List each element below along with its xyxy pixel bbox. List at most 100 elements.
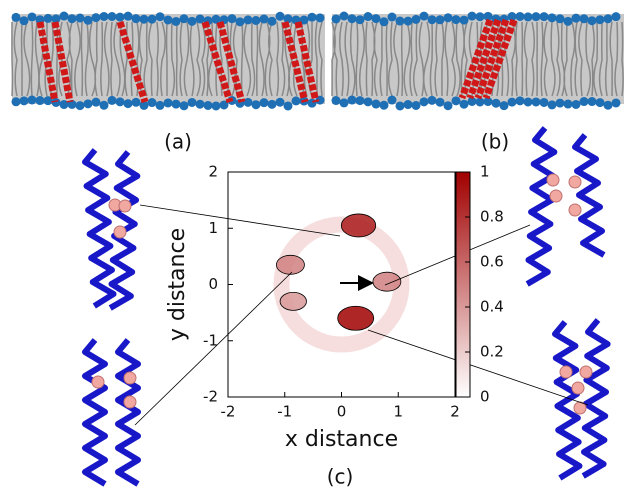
bead (114, 226, 126, 238)
head-group (36, 96, 45, 105)
head-group (412, 101, 421, 110)
head-group (124, 12, 133, 21)
head-group (572, 14, 581, 23)
head-group (260, 15, 269, 24)
head-group (348, 96, 357, 105)
head-group (532, 12, 541, 21)
head-group (156, 101, 165, 110)
head-group (156, 12, 165, 21)
y-tick-label: 2 (208, 163, 218, 181)
bead (550, 190, 562, 202)
density-plot (276, 214, 401, 345)
head-group (60, 12, 69, 21)
head-group (428, 96, 437, 105)
head-group (260, 98, 269, 107)
head-group (452, 15, 461, 24)
head-group (76, 14, 85, 23)
head-group (204, 101, 213, 110)
head-group (444, 101, 453, 110)
head-group (556, 14, 565, 23)
head-group (476, 12, 485, 21)
head-group (28, 12, 37, 21)
membrane-a (12, 12, 326, 111)
blue-helix (527, 128, 554, 284)
colorbar-tick-label: 0.6 (480, 253, 504, 271)
head-group (276, 12, 285, 21)
head-group (388, 13, 397, 22)
head-group (564, 100, 573, 109)
head-group (364, 12, 373, 21)
x-tick-label: 2 (450, 403, 460, 421)
head-group (404, 100, 413, 109)
head-group (76, 101, 85, 110)
head-group (380, 17, 389, 26)
head-group (428, 15, 437, 24)
head-group (252, 16, 261, 25)
head-group (228, 14, 237, 23)
head-group (372, 14, 381, 23)
head-group (164, 98, 173, 107)
head-group (132, 98, 141, 107)
x-tick-label: 0 (337, 403, 347, 421)
bead (580, 366, 592, 378)
head-group (164, 15, 173, 24)
head-group (268, 17, 277, 26)
head-group (460, 16, 469, 25)
head-group (116, 97, 125, 106)
head-group (572, 100, 581, 109)
bead (560, 366, 572, 378)
head-group (460, 100, 469, 109)
head-group (388, 96, 397, 105)
head-group (580, 97, 589, 106)
bead (124, 372, 136, 384)
head-group (612, 98, 621, 107)
head-group (140, 15, 149, 24)
head-group (604, 101, 613, 110)
colorbar-tick-label: 0.8 (480, 208, 504, 226)
head-group (372, 100, 381, 109)
head-group (580, 14, 589, 23)
head-group (380, 101, 389, 110)
y-tick-label: -1 (203, 331, 218, 349)
head-group (444, 13, 453, 22)
head-group (20, 16, 29, 25)
colorbar-tick-label: 1 (480, 163, 490, 181)
panel-label: (a) (164, 130, 192, 154)
head-group (436, 98, 445, 107)
head-group (116, 13, 125, 22)
head-group (284, 101, 293, 110)
head-group (292, 96, 301, 105)
head-group (124, 99, 133, 108)
density-peak (341, 214, 375, 237)
panel-label: (b) (481, 130, 509, 154)
head-group (188, 98, 197, 107)
colorbar-tick-label: 0 (480, 388, 490, 406)
bead (569, 176, 581, 188)
head-group (516, 12, 525, 21)
head-group (100, 101, 109, 110)
blue-helix (555, 322, 579, 478)
head-group (148, 15, 157, 24)
head-group (596, 15, 605, 24)
y-tick-label: 1 (208, 219, 218, 237)
head-group (340, 12, 349, 21)
head-group (196, 100, 205, 109)
head-group (308, 99, 317, 108)
head-group (172, 17, 181, 26)
x-tick-label: -1 (277, 403, 292, 421)
head-group (420, 12, 429, 21)
y-tick-label: 0 (208, 275, 218, 293)
head-group (236, 17, 245, 26)
x-tick-label: -2 (221, 403, 236, 421)
head-group (540, 12, 549, 21)
head-group (356, 96, 365, 105)
head-group (268, 100, 277, 109)
head-group (476, 97, 485, 106)
bead (572, 382, 584, 394)
head-group (556, 99, 565, 108)
y-axis-label: y distance (165, 228, 190, 341)
head-group (420, 97, 429, 106)
head-group (180, 14, 189, 23)
head-group (468, 12, 477, 21)
head-group (340, 98, 349, 107)
